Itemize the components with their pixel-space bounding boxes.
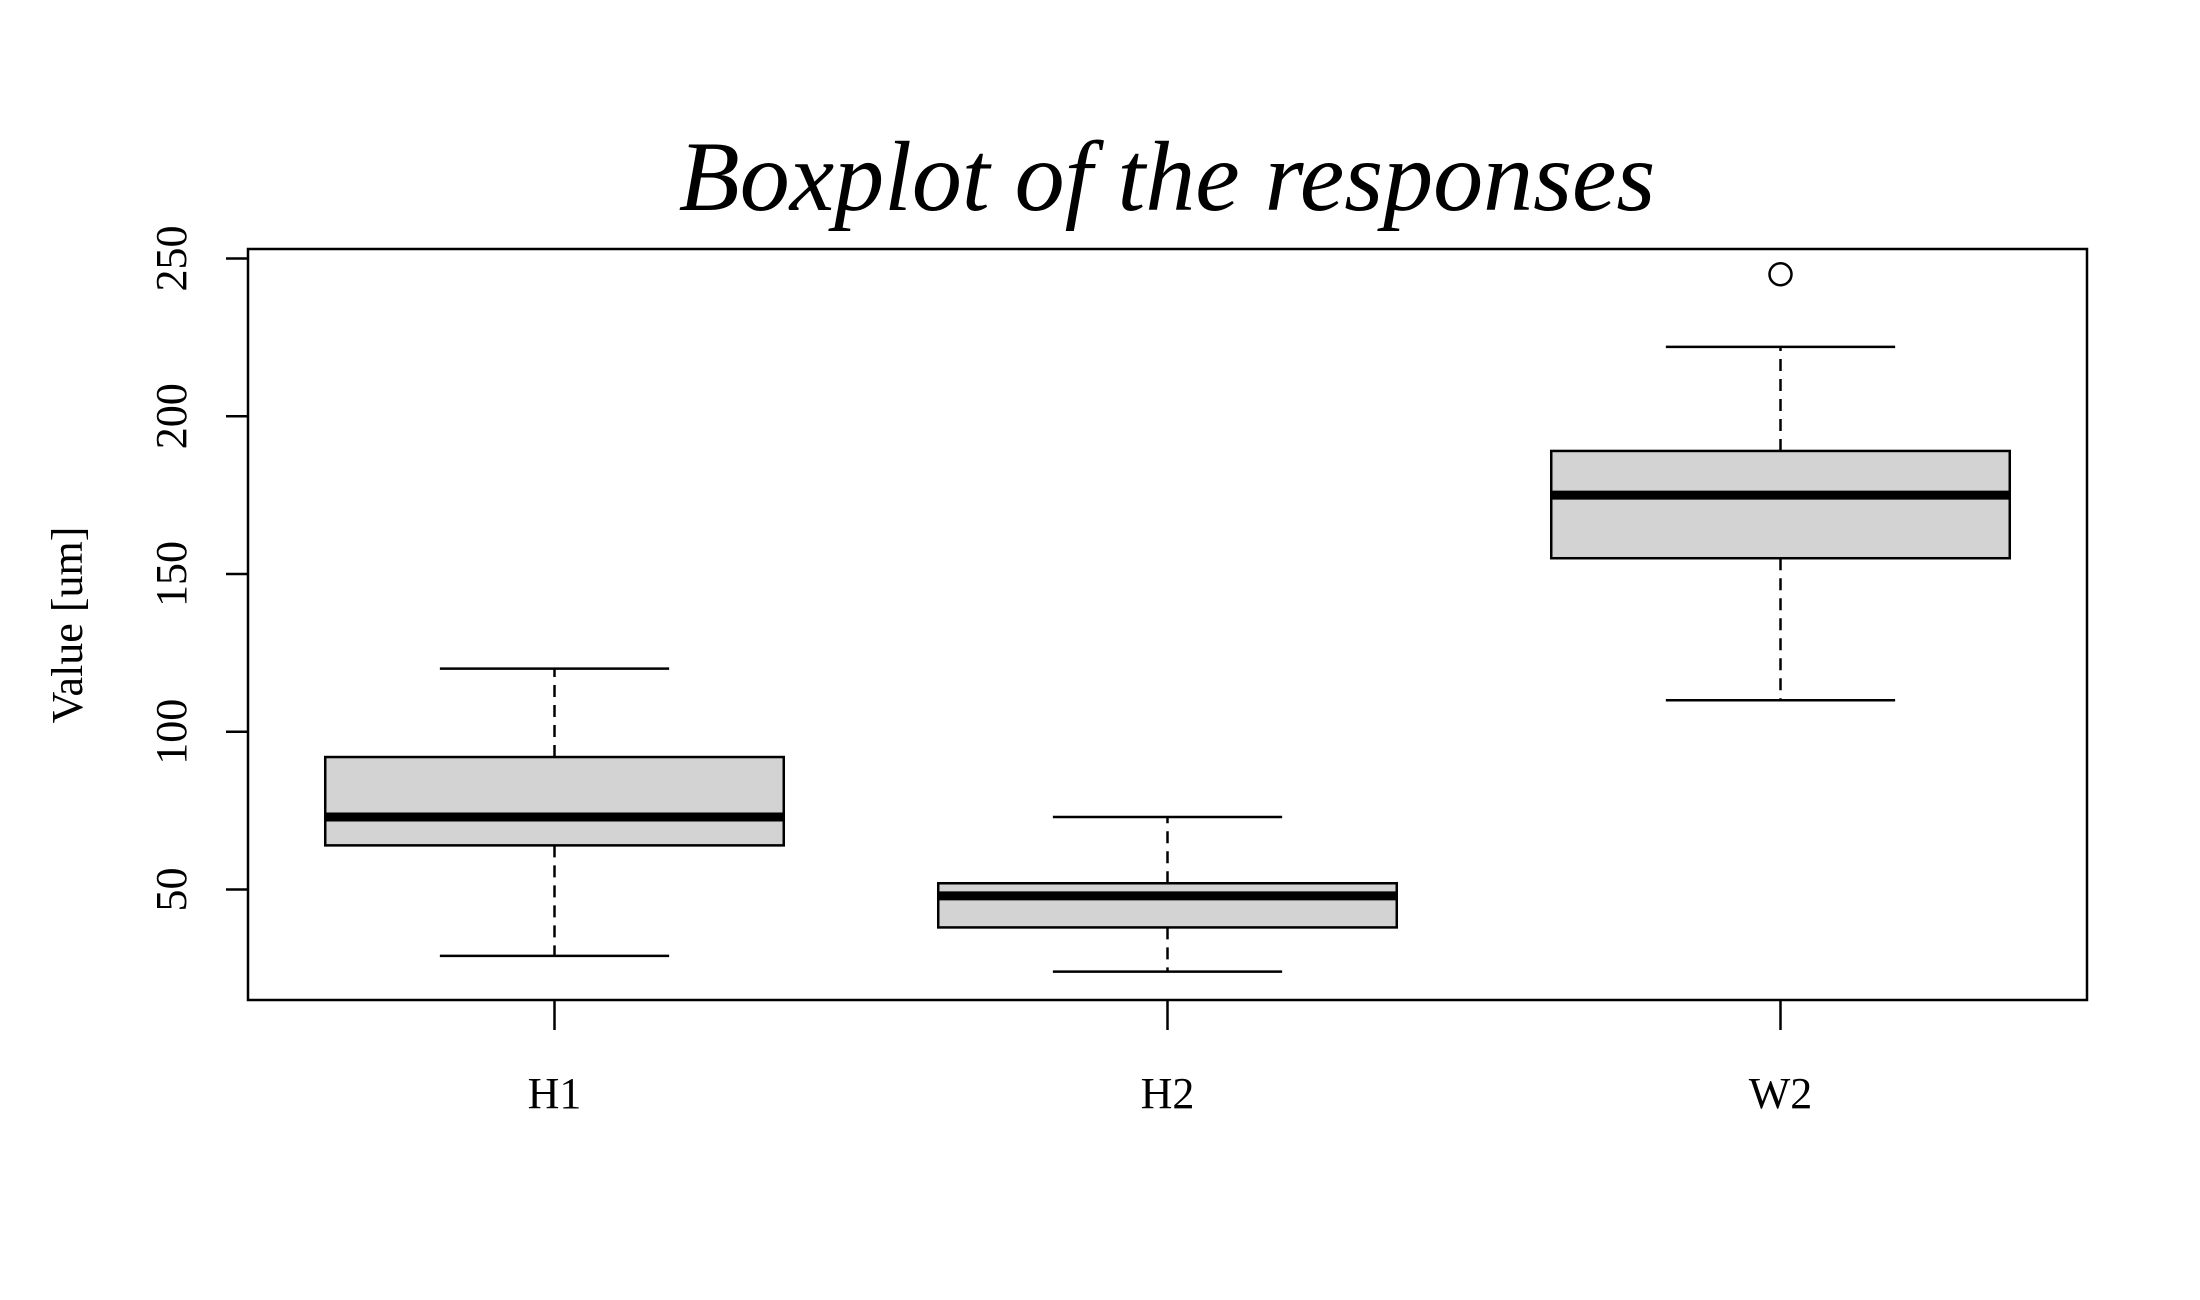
box-w2 xyxy=(1549,261,2012,702)
y-axis: 50 100 150 200 250 xyxy=(147,225,248,912)
y-tick-label: 200 xyxy=(147,383,196,449)
x-axis: H1 H2 W2 xyxy=(528,1000,1813,1118)
chart-title: Boxplot of the responses xyxy=(679,121,1656,232)
box-iqr xyxy=(936,881,1399,929)
y-axis-label: Value [um] xyxy=(43,527,92,724)
x-tick-label: H1 xyxy=(528,1069,582,1118)
box-h2 xyxy=(936,815,1399,973)
box-h1 xyxy=(323,667,786,958)
y-tick-label: 150 xyxy=(147,541,196,607)
x-tick-label: H2 xyxy=(1141,1069,1195,1118)
box-iqr xyxy=(1549,449,2012,560)
box-series xyxy=(323,261,2012,973)
outlier-point xyxy=(1768,261,1793,287)
box-iqr xyxy=(323,755,786,847)
y-tick-label: 50 xyxy=(147,868,196,912)
x-tick-label: W2 xyxy=(1749,1069,1813,1118)
y-tick-label: 100 xyxy=(147,699,196,765)
y-tick-label: 250 xyxy=(147,225,196,291)
